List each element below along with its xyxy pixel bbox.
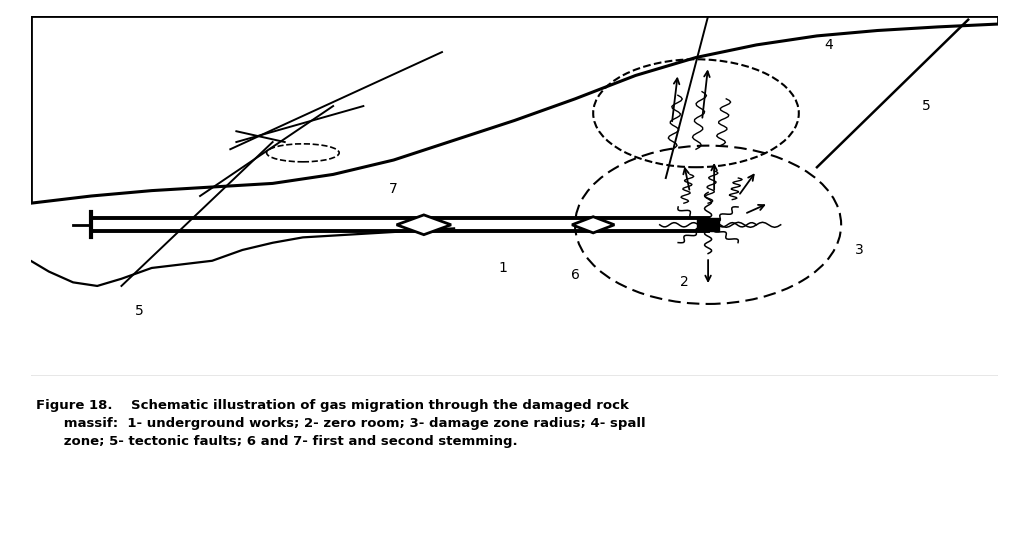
Polygon shape: [572, 217, 614, 233]
Polygon shape: [31, 16, 998, 376]
Text: 6: 6: [570, 268, 580, 282]
Text: 5: 5: [922, 99, 930, 113]
Text: 1: 1: [498, 261, 507, 275]
Text: 7: 7: [389, 182, 398, 196]
Text: 2: 2: [680, 275, 688, 289]
Text: 4: 4: [824, 38, 834, 52]
Text: 3: 3: [855, 243, 863, 257]
Polygon shape: [396, 215, 451, 235]
Bar: [697, 219, 719, 231]
Text: Figure 18.    Schematic illustration of gas migration through the damaged rock
 : Figure 18. Schematic illustration of gas…: [36, 398, 645, 448]
Text: 5: 5: [135, 304, 144, 318]
